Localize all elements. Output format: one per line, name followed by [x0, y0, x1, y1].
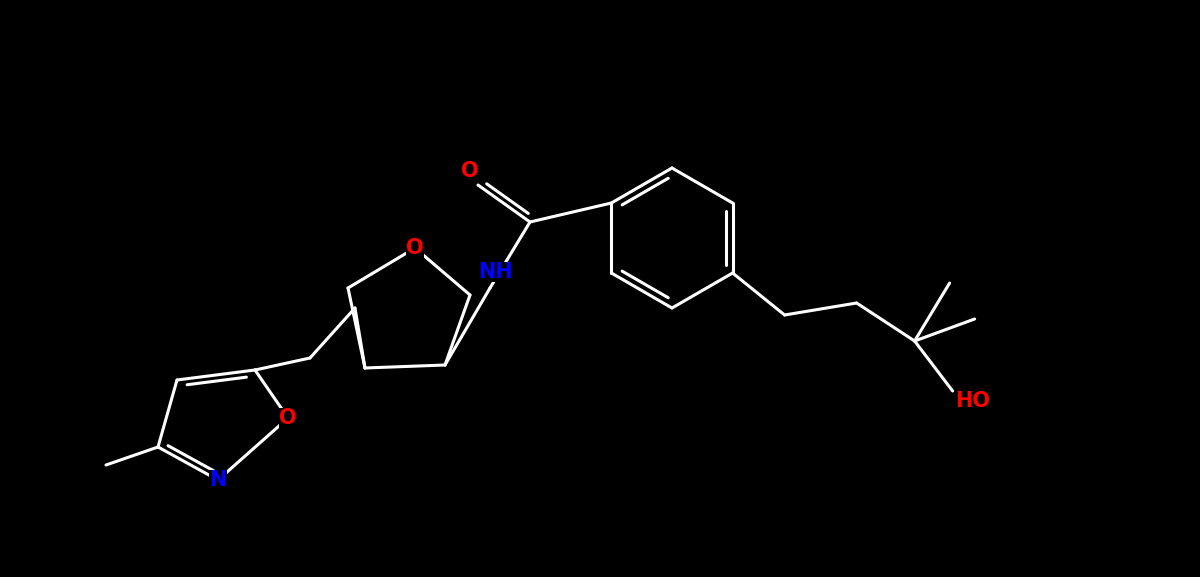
Text: O: O [461, 161, 479, 181]
Text: HO: HO [955, 391, 990, 411]
Text: NH: NH [478, 262, 512, 282]
Text: N: N [209, 470, 227, 490]
Text: O: O [406, 238, 424, 258]
Text: O: O [280, 408, 296, 428]
